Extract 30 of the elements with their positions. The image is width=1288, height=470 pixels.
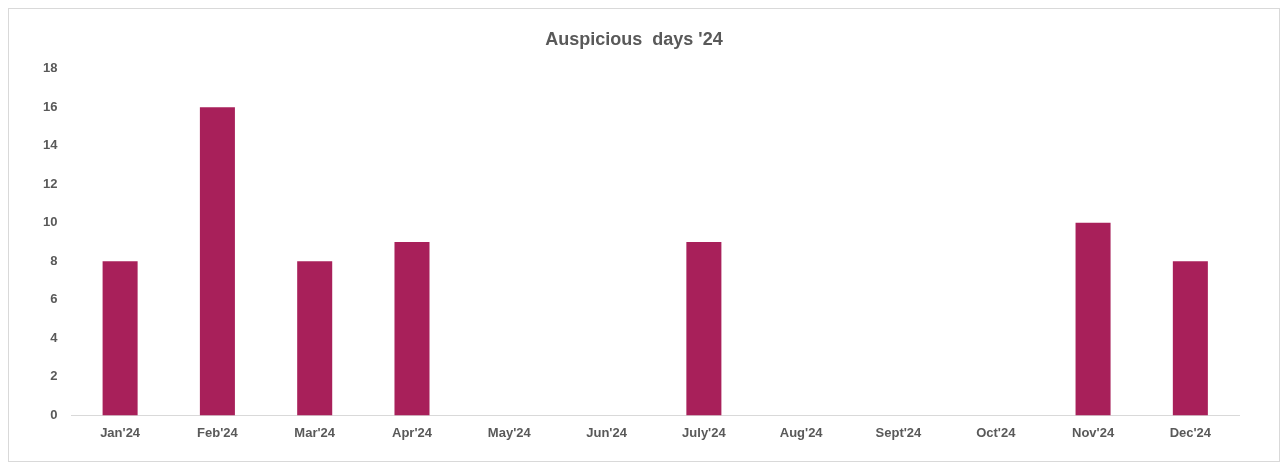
x-tick-label: Oct'24 — [976, 424, 1017, 440]
y-tick-label: 18 — [42, 60, 58, 76]
bar — [102, 261, 138, 416]
x-tick-label: Jun'24 — [586, 424, 628, 440]
y-tick-label: 0 — [50, 406, 58, 422]
x-tick-label: Mar'24 — [294, 424, 336, 440]
x-tick-label: Dec'24 — [1169, 424, 1212, 440]
y-tick-label: 12 — [42, 175, 58, 191]
y-tick-label: 6 — [50, 291, 58, 307]
y-tick-label: 4 — [50, 329, 59, 345]
y-tick-label: 2 — [50, 368, 58, 384]
x-tick-label: Jan'24 — [100, 424, 141, 440]
y-tick-label: 8 — [50, 252, 58, 268]
bar — [199, 107, 235, 416]
y-tick-label: 16 — [42, 98, 58, 114]
y-tick-label: 10 — [42, 214, 58, 230]
bar — [297, 261, 333, 416]
x-tick-label: Aug'24 — [779, 424, 824, 440]
x-tick-label: July'24 — [682, 424, 727, 440]
x-tick-label: Sept'24 — [875, 424, 923, 440]
bar — [394, 242, 430, 416]
bar — [1172, 261, 1208, 416]
x-tick-label: Apr'24 — [392, 424, 433, 440]
x-tick-label: Feb'24 — [197, 424, 239, 440]
bar — [1075, 222, 1111, 416]
x-tick-label: Nov'24 — [1071, 424, 1115, 440]
y-tick-label: 14 — [42, 137, 59, 153]
bar — [686, 242, 722, 416]
x-tick-label: May'24 — [487, 424, 532, 440]
chart-title: Auspicious days '24 — [545, 28, 723, 49]
